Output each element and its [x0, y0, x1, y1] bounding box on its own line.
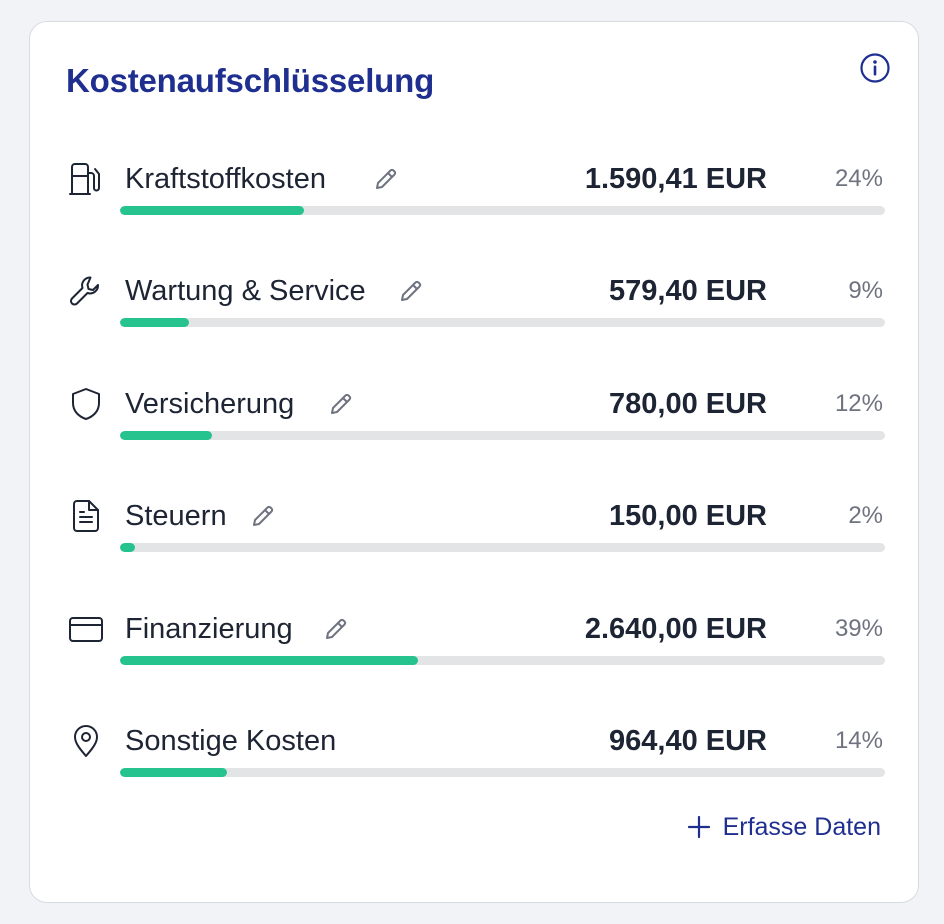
row-label: Kraftstoffkosten: [125, 163, 326, 195]
wrench-icon: [69, 276, 99, 306]
card-title: Kostenaufschlüsselung: [66, 62, 435, 99]
edit-pencil-icon[interactable]: [328, 391, 354, 417]
credit-card-icon: [69, 617, 103, 642]
progress-fill: [120, 656, 419, 665]
progress-fill: [120, 318, 189, 327]
row-amount: 1.590,41 EUR: [584, 163, 767, 195]
cost-row-other: Sonstige Kosten 964,40 EUR 14%: [30, 723, 920, 823]
row-percent: 14%: [834, 727, 883, 754]
edit-pencil-icon[interactable]: [373, 166, 399, 192]
info-icon[interactable]: [860, 53, 890, 83]
row-percent: 12%: [834, 390, 883, 417]
progress-track: [120, 206, 885, 215]
progress-track: [120, 656, 885, 665]
cost-row-taxes: Steuern 150,00 EUR 2%: [30, 498, 920, 598]
cost-row-maintenance: Wartung & Service 579,40 EUR 9%: [30, 273, 920, 373]
progress-track: [120, 318, 885, 327]
shield-icon: [72, 388, 100, 420]
add-data-label: Erfasse Daten: [722, 813, 881, 841]
row-percent: 9%: [848, 277, 883, 304]
row-amount: 150,00 EUR: [609, 500, 767, 532]
row-label: Sonstige Kosten: [125, 725, 337, 757]
progress-fill: [120, 206, 304, 215]
progress-fill: [120, 543, 136, 552]
location-pin-icon: [74, 725, 98, 757]
row-percent: 2%: [848, 502, 883, 529]
progress-track: [120, 543, 885, 552]
fuel-pump-icon: [69, 163, 100, 195]
progress-track: [120, 768, 885, 777]
row-label: Wartung & Service: [125, 275, 366, 307]
row-amount: 780,00 EUR: [609, 388, 767, 420]
plus-icon: [687, 815, 710, 839]
cost-row-fuel: Kraftstoffkosten 1.590,41 EUR 24%: [30, 161, 920, 261]
row-label: Finanzierung: [125, 613, 293, 645]
row-amount: 964,40 EUR: [609, 725, 767, 757]
row-label: Versicherung: [125, 388, 295, 420]
row-percent: 39%: [834, 615, 883, 642]
edit-pencil-icon[interactable]: [250, 503, 276, 529]
row-amount: 579,40 EUR: [609, 275, 767, 307]
progress-fill: [120, 768, 228, 777]
document-icon: [73, 500, 99, 532]
cost-breakdown-card: Kostenaufschlüsselung Kraftstoffkosten 1…: [29, 21, 919, 903]
row-amount: 2.640,00 EUR: [584, 613, 767, 645]
add-data-button[interactable]: Erfasse Daten: [687, 810, 881, 844]
cost-row-financing: Finanzierung 2.640,00 EUR 39%: [30, 611, 920, 711]
cost-row-insurance: Versicherung 780,00 EUR 12%: [30, 386, 920, 486]
progress-track: [120, 431, 885, 440]
edit-pencil-icon[interactable]: [398, 278, 424, 304]
row-percent: 24%: [834, 165, 883, 192]
row-label: Steuern: [125, 500, 227, 532]
progress-fill: [120, 431, 212, 440]
edit-pencil-icon[interactable]: [323, 616, 349, 642]
